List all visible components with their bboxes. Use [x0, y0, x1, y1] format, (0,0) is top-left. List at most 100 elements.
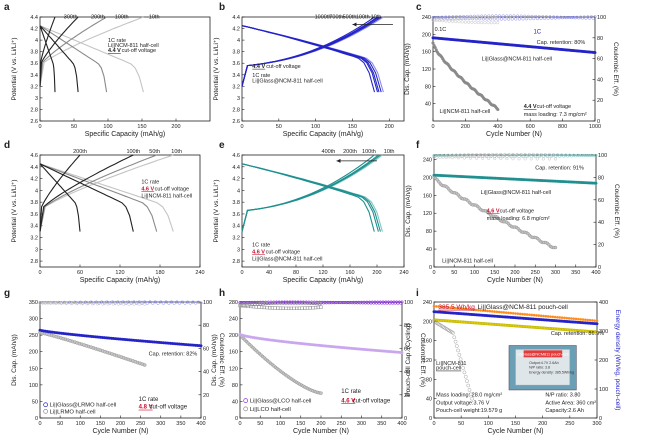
data-point	[496, 107, 500, 112]
y-axis-label: Dis. Cap. (mAh/g)	[404, 43, 411, 95]
annotation-retention: Cap. retention: 86.9%	[551, 331, 604, 337]
annotation-retention: Cap. retention: 80%	[537, 40, 586, 46]
annotation-loading: mass loading: 6.8 mg/cm²	[487, 216, 550, 222]
ce-point	[116, 300, 120, 304]
ce-point	[72, 301, 76, 305]
y-tick-label: 100	[29, 383, 38, 389]
y-tick-label: 4.2	[30, 27, 38, 33]
ce-point	[586, 153, 590, 158]
ce-point	[505, 157, 509, 161]
ce-point	[505, 14, 509, 18]
ce-point	[483, 153, 487, 157]
data-point	[451, 331, 455, 335]
data-point	[553, 315, 557, 319]
ce-point	[519, 14, 523, 18]
data-point	[470, 396, 474, 401]
ce-point	[523, 14, 527, 18]
y2-tick-label: 40	[598, 220, 604, 226]
ce-point	[501, 14, 505, 18]
x-tick-label: 0	[240, 270, 243, 276]
ce-point	[499, 17, 503, 21]
ce-point	[438, 153, 442, 157]
ce-point	[308, 306, 312, 310]
ce-point	[566, 15, 570, 20]
panel-f: 0 50 100 150 200 250 300 350 4000408012016020024…	[405, 152, 620, 284]
data-point	[595, 319, 599, 323]
series-label: 10th	[371, 15, 382, 21]
x-axis-label: Cycle Number (N)	[486, 131, 542, 138]
y-axis-label: Dis. Cap. (mAh/g)	[11, 334, 18, 386]
annotation-voltage: 4.4 V	[524, 104, 537, 110]
ce-point	[444, 15, 448, 19]
y2-tick-label: 40	[203, 370, 209, 376]
charge-curve-10th	[39, 154, 174, 232]
plot-frame	[39, 16, 211, 122]
y-tick-label: 4.2	[30, 177, 38, 183]
data-point	[594, 181, 598, 185]
ce-point	[493, 156, 497, 161]
data-point	[495, 310, 499, 314]
ce-point	[93, 300, 97, 304]
ce-point	[85, 302, 89, 306]
ce-point	[537, 14, 541, 19]
plot-frame	[39, 301, 202, 419]
ce-point	[468, 154, 473, 158]
y-tick-label: 200	[423, 175, 432, 181]
ce-point	[521, 17, 525, 21]
coulombic-efficiency	[432, 154, 558, 161]
y-tick-label: 4.2	[232, 27, 240, 33]
ce-point	[493, 21, 497, 25]
arrow-head	[336, 158, 341, 163]
ce-point	[447, 19, 451, 23]
y2-tick-label: 200	[599, 358, 608, 364]
x-tick-label: 0	[432, 421, 435, 427]
plot-frame	[241, 16, 405, 122]
data-point	[539, 314, 543, 318]
ce-point	[559, 15, 563, 19]
ce-point	[444, 155, 448, 160]
ce-point	[526, 14, 530, 18]
data-point	[570, 317, 573, 320]
series-label: 200th	[73, 149, 87, 155]
ce-point	[566, 154, 570, 158]
annotation-voltage-rest: cut-off voltage	[500, 208, 534, 214]
ce-point	[284, 306, 288, 310]
data-point	[525, 313, 529, 316]
data-point	[535, 314, 538, 317]
annotation-cell: Li||NCM-811 half-cell	[141, 193, 192, 199]
ce-point	[257, 305, 261, 309]
annotation-glass-cell: Li||Glass@NCM-811 half-cell	[482, 56, 552, 62]
ce-point	[175, 300, 179, 304]
series-label: 10th	[149, 15, 160, 21]
x-tick-label: 200	[171, 124, 180, 130]
data-point	[400, 351, 404, 355]
ce-point	[469, 14, 473, 18]
data-point	[509, 311, 513, 315]
data-point	[457, 353, 462, 357]
y-tick-label: 350	[29, 300, 38, 306]
annotation-voltage-rest: cut-off voltage	[537, 104, 571, 110]
discharge-curve-1000th	[241, 25, 376, 93]
x-tick-label: 100	[276, 421, 285, 427]
ce-point	[145, 301, 149, 305]
x-axis-label: Specific Capacity (mAh/g)	[283, 277, 364, 284]
ce-point	[588, 16, 592, 20]
ce-point	[433, 18, 437, 22]
x-tick-label: 50	[451, 270, 457, 276]
discharge-curve-300th	[39, 25, 56, 93]
ce-point	[432, 154, 436, 158]
y-tick-label: 200	[229, 333, 238, 339]
data-point	[553, 245, 558, 250]
legend-item: Li||LCO half-cell	[250, 407, 291, 413]
legend-item: Li||LRMO half-cell	[50, 409, 96, 415]
ce-point	[547, 157, 551, 161]
ce-point	[475, 16, 479, 20]
ce-point	[487, 14, 491, 18]
x-tick-label: 50	[458, 421, 464, 427]
series-Li||LRMO half-cell	[38, 330, 147, 367]
y-tick-label: 300	[29, 317, 38, 323]
y-tick-label: 200	[423, 319, 432, 325]
ce-point	[462, 16, 466, 20]
series-label: 100th	[356, 15, 370, 21]
ce-point	[180, 300, 184, 304]
